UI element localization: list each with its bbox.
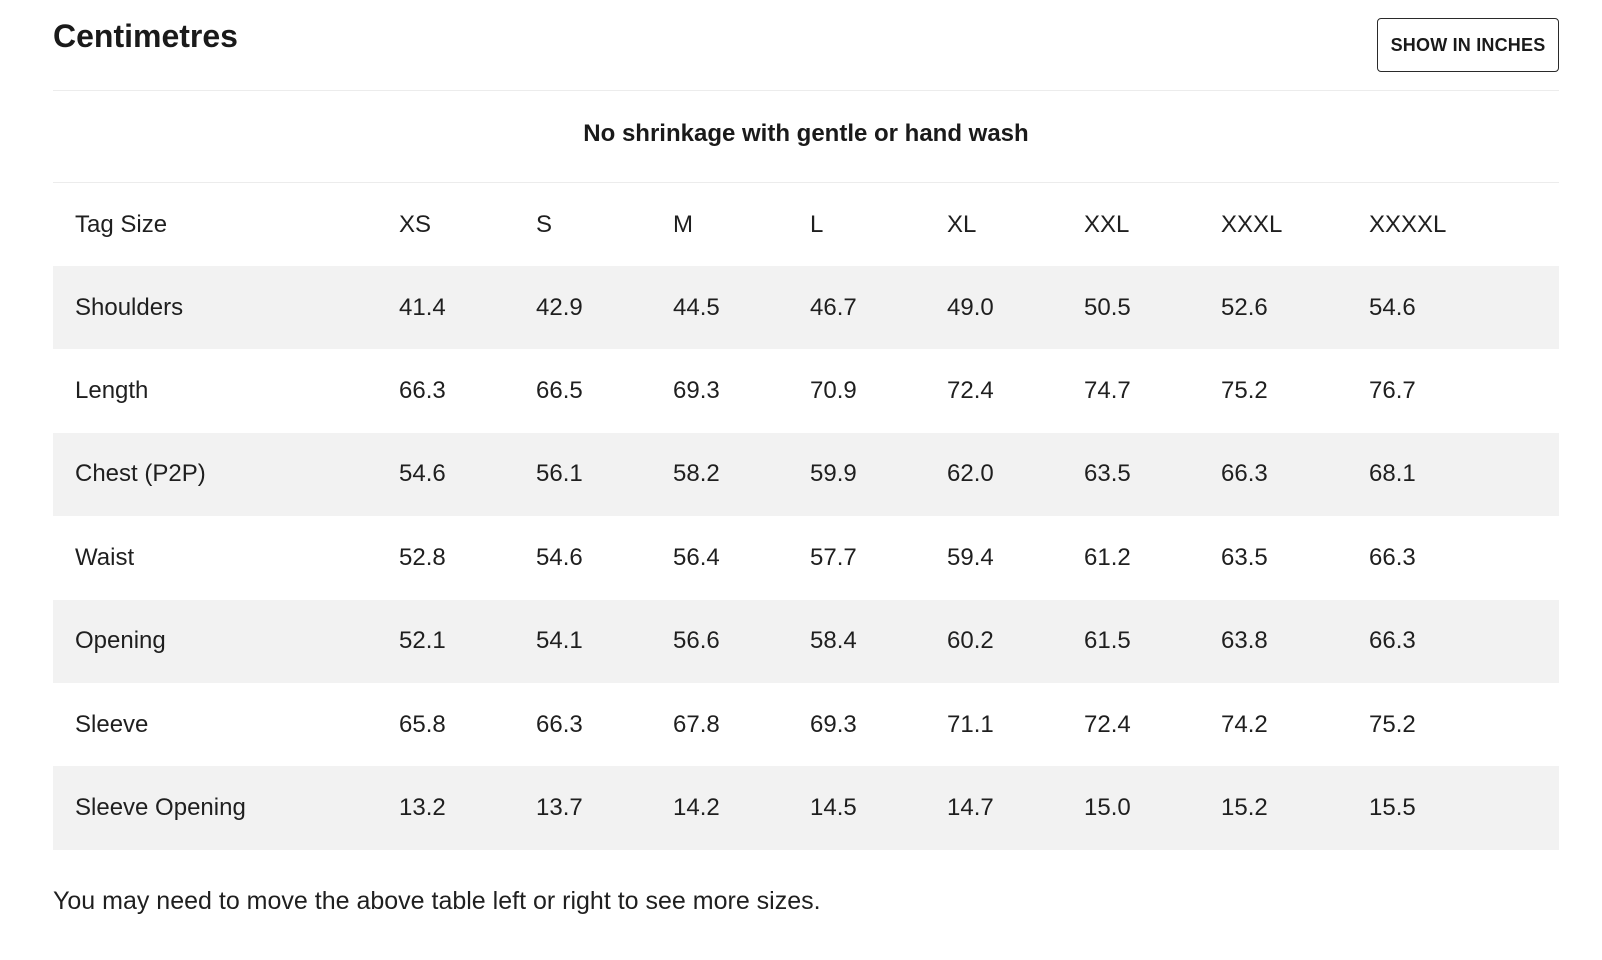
measurement-cell: 72.4 [947, 377, 994, 405]
measurement-cell: 54.6 [399, 460, 446, 488]
header-cell-xl: XL [947, 210, 977, 238]
row-label: Chest (P2P) [75, 460, 206, 488]
measurement-cell: 15.2 [1221, 794, 1268, 822]
measurement-cell: 58.4 [810, 627, 857, 655]
measurement-cell: 56.6 [673, 627, 720, 655]
wash-note: No shrinkage with gentle or hand wash [583, 120, 1029, 147]
table-header-row: Tag Size XS S M L XL XXL XXXL XXXXL [53, 183, 1559, 266]
measurement-cell: 56.4 [673, 543, 720, 571]
size-chart: Centimetres SHOW IN INCHES No shrinkage … [53, 0, 1559, 850]
row-label: Shoulders [75, 293, 184, 321]
measurement-cell: 54.1 [536, 627, 583, 655]
row-label: Sleeve Opening [75, 794, 246, 822]
measurement-cell: 76.7 [1369, 377, 1416, 405]
measurement-cell: 56.1 [536, 460, 583, 488]
show-in-inches-button[interactable]: SHOW IN INCHES [1377, 18, 1559, 72]
wash-note-row: No shrinkage with gentle or hand wash [53, 91, 1559, 183]
measurement-cell: 42.9 [536, 293, 583, 321]
measurement-cell: 15.5 [1369, 794, 1416, 822]
measurement-cell: 71.1 [947, 710, 994, 738]
measurement-cell: 66.3 [1369, 627, 1416, 655]
table-row: Chest (P2P) 54.6 56.1 58.2 59.9 62.0 63.5 66.3 6… [53, 432, 1559, 517]
measurement-cell: 13.2 [399, 794, 446, 822]
scroll-hint: You may need to move the above table lef… [53, 887, 821, 915]
measurement-cell: 74.7 [1084, 377, 1131, 405]
size-chart-header: Centimetres SHOW IN INCHES [53, 0, 1559, 91]
measurement-cell: 63.5 [1221, 543, 1268, 571]
measurement-cell: 70.9 [810, 377, 857, 405]
row-label: Length [75, 377, 149, 405]
measurement-cell: 14.5 [810, 794, 857, 822]
measurement-cell: 13.7 [536, 794, 583, 822]
units-title: Centimetres [53, 18, 238, 54]
measurement-cell: 66.3 [536, 710, 583, 738]
measurement-cell: 15.0 [1084, 794, 1131, 822]
header-cell-l: L [810, 210, 824, 238]
measurement-cell: 52.1 [399, 627, 446, 655]
measurement-cell: 59.9 [810, 460, 857, 488]
header-cell-xxl: XXL [1084, 210, 1130, 238]
measurement-cell: 72.4 [1084, 710, 1131, 738]
measurement-cell: 54.6 [536, 543, 583, 571]
measurement-cell: 49.0 [947, 293, 994, 321]
header-cell-xs: XS [399, 210, 432, 238]
size-table[interactable]: Tag Size XS S M L XL XXL XXXL XXXXL Shou… [53, 183, 1559, 850]
measurement-cell: 61.2 [1084, 543, 1131, 571]
measurement-cell: 41.4 [399, 293, 446, 321]
measurement-cell: 65.8 [399, 710, 446, 738]
measurement-cell: 69.3 [673, 377, 720, 405]
measurement-cell: 60.2 [947, 627, 994, 655]
table-row: Waist 52.8 54.6 56.4 57.7 59.4 61.2 63.5 66.3 [53, 516, 1559, 600]
measurement-cell: 59.4 [947, 543, 994, 571]
measurement-cell: 44.5 [673, 293, 720, 321]
header-cell-xxxl: XXXL [1221, 210, 1283, 238]
measurement-cell: 14.2 [673, 794, 720, 822]
measurement-cell: 62.0 [947, 460, 994, 488]
table-row: Length 66.3 66.5 69.3 70.9 72.4 74.7 75.2 76.7 [53, 349, 1559, 433]
table-row: Sleeve 65.8 66.3 67.8 69.3 71.1 72.4 74.2 75.2 [53, 682, 1559, 767]
measurement-cell: 50.5 [1084, 293, 1131, 321]
row-label: Opening [75, 627, 166, 655]
header-cell-s: S [536, 210, 553, 238]
measurement-cell: 14.7 [947, 794, 994, 822]
measurement-cell: 75.2 [1369, 710, 1416, 738]
header-cell-tag-size: Tag Size [75, 210, 168, 238]
measurement-cell: 66.3 [399, 377, 446, 405]
measurement-cell: 58.2 [673, 460, 720, 488]
table-row: Sleeve Opening 13.2 13.7 14.2 14.5 14.7 15.0 15… [53, 766, 1559, 850]
measurement-cell: 61.5 [1084, 627, 1131, 655]
measurement-cell: 46.7 [810, 293, 857, 321]
row-label: Waist [75, 543, 135, 571]
measurement-cell: 57.7 [810, 543, 857, 571]
measurement-cell: 63.8 [1221, 627, 1268, 655]
measurement-cell: 52.6 [1221, 293, 1268, 321]
header-cell-xxxxl: XXXXL [1369, 210, 1447, 238]
measurement-cell: 66.5 [536, 377, 583, 405]
table-row: Shoulders 41.4 42.9 44.5 46.7 49.0 50.5 52.6 54.… [53, 266, 1559, 350]
measurement-cell: 74.2 [1221, 710, 1268, 738]
header-cell-m: M [673, 210, 693, 238]
measurement-cell: 66.3 [1221, 460, 1268, 488]
measurement-cell: 52.8 [399, 543, 446, 571]
measurement-cell: 54.6 [1369, 293, 1416, 321]
row-label: Sleeve [75, 710, 149, 738]
measurement-cell: 67.8 [673, 710, 720, 738]
table-row: Opening 52.1 54.1 56.6 58.4 60.2 61.5 63.8 66.3 [53, 599, 1559, 683]
measurement-cell: 68.1 [1369, 460, 1416, 488]
measurement-cell: 69.3 [810, 710, 857, 738]
measurement-cell: 66.3 [1369, 543, 1416, 571]
measurement-cell: 63.5 [1084, 460, 1131, 488]
table-body: Shoulders 41.4 42.9 44.5 46.7 49.0 50.5 52.6 54.… [53, 266, 1559, 850]
measurement-cell: 75.2 [1221, 377, 1268, 405]
